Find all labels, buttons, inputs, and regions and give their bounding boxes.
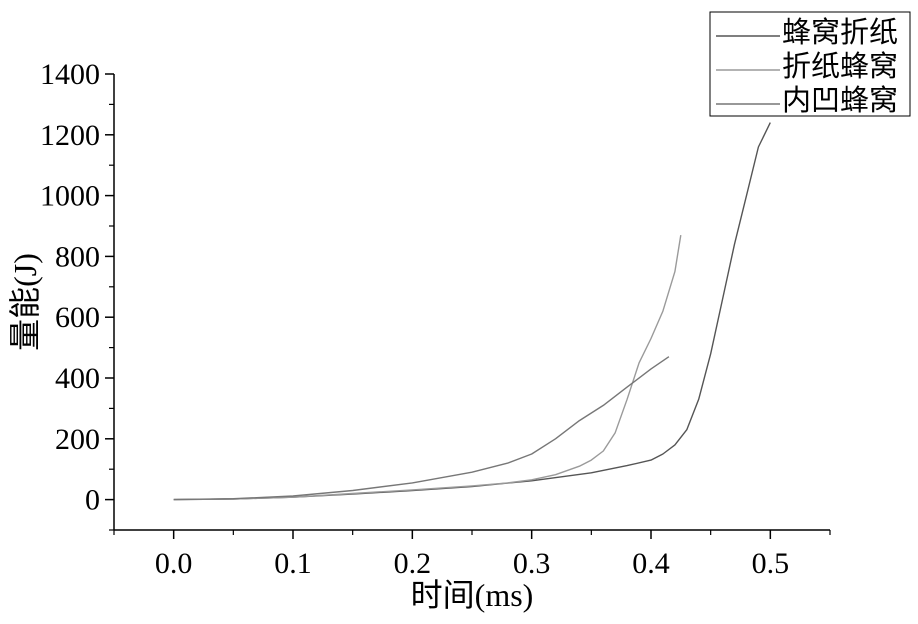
legend-label: 蜂窝折纸 xyxy=(782,16,898,49)
x-tick-label: 0.5 xyxy=(752,547,790,580)
x-axis-title: 时间(ms) xyxy=(411,577,534,613)
x-tick-label: 0.0 xyxy=(155,547,193,580)
y-tick-label: 800 xyxy=(55,240,100,273)
series-line-3 xyxy=(173,356,670,501)
axes: 0.0 0.1 0.2 0.3 0.4 0.5 0 200 400 600 800 1000 1200… xyxy=(40,58,831,580)
legend-box xyxy=(709,11,911,117)
x-tick-label: 0.2 xyxy=(394,547,432,580)
x-tick-label: 0.1 xyxy=(274,547,312,580)
y-tick-label: 1400 xyxy=(40,58,100,91)
y-axis-title: 量能(J) xyxy=(7,253,43,351)
series-line-2 xyxy=(173,234,682,501)
y-tick-label: 1000 xyxy=(40,180,100,213)
x-tick-label: 0.3 xyxy=(513,547,551,580)
y-ticks: 0 200 400 600 800 1000 1200 1400 xyxy=(40,58,114,531)
y-tick-label: 200 xyxy=(55,423,100,456)
y-tick-label: 600 xyxy=(55,301,100,334)
x-ticks: 0.0 0.1 0.2 0.3 0.4 0.5 xyxy=(113,530,831,580)
y-tick-label: 400 xyxy=(55,362,100,395)
legend-label: 折纸蜂窝 xyxy=(782,50,898,83)
y-tick-label: 1200 xyxy=(40,119,100,152)
series-layer xyxy=(173,122,771,501)
x-tick-label: 0.4 xyxy=(632,547,670,580)
y-tick-label: 0 xyxy=(85,484,100,517)
legend-label: 内凹蜂窝 xyxy=(782,84,898,117)
series-line-1 xyxy=(173,122,771,501)
